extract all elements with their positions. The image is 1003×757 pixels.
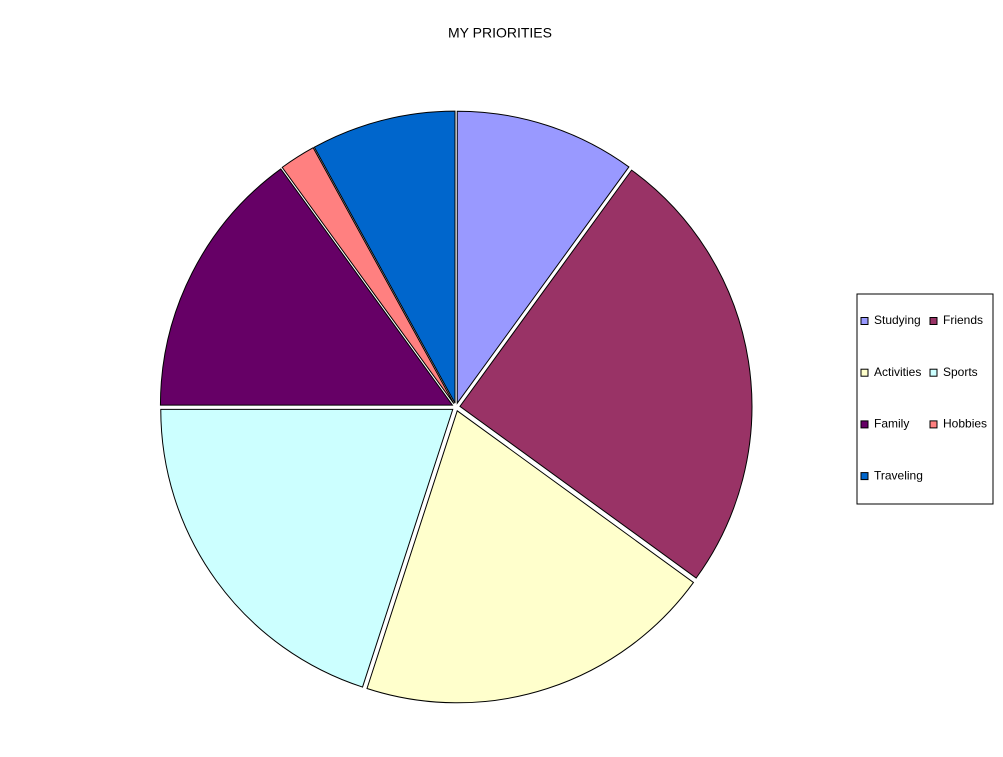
legend-label: Friends xyxy=(943,313,983,327)
legend-label: Family xyxy=(874,417,909,431)
legend-swatch xyxy=(929,368,938,377)
legend-label: Sports xyxy=(943,365,978,379)
pie-slice xyxy=(456,110,630,405)
pie-slice xyxy=(160,408,454,688)
legend-label: Traveling xyxy=(874,468,923,482)
pie-slice xyxy=(366,409,695,704)
legend-swatch xyxy=(929,317,938,325)
pie-slice xyxy=(281,147,455,404)
legend-swatch xyxy=(860,472,869,481)
legend-label: Activities xyxy=(874,365,921,379)
legend-label: Hobbies xyxy=(943,417,987,431)
chart-title: MY PRIORITIES xyxy=(448,25,552,41)
legend-swatch xyxy=(860,317,869,325)
legend-swatch xyxy=(929,420,938,429)
pie-slice xyxy=(159,168,454,406)
pie-slice xyxy=(313,110,456,404)
legend-swatch xyxy=(860,368,869,377)
pie-slice xyxy=(459,169,753,579)
legend-label: Studying xyxy=(874,313,921,327)
legend-box xyxy=(856,293,994,505)
legend-swatch xyxy=(860,420,869,429)
